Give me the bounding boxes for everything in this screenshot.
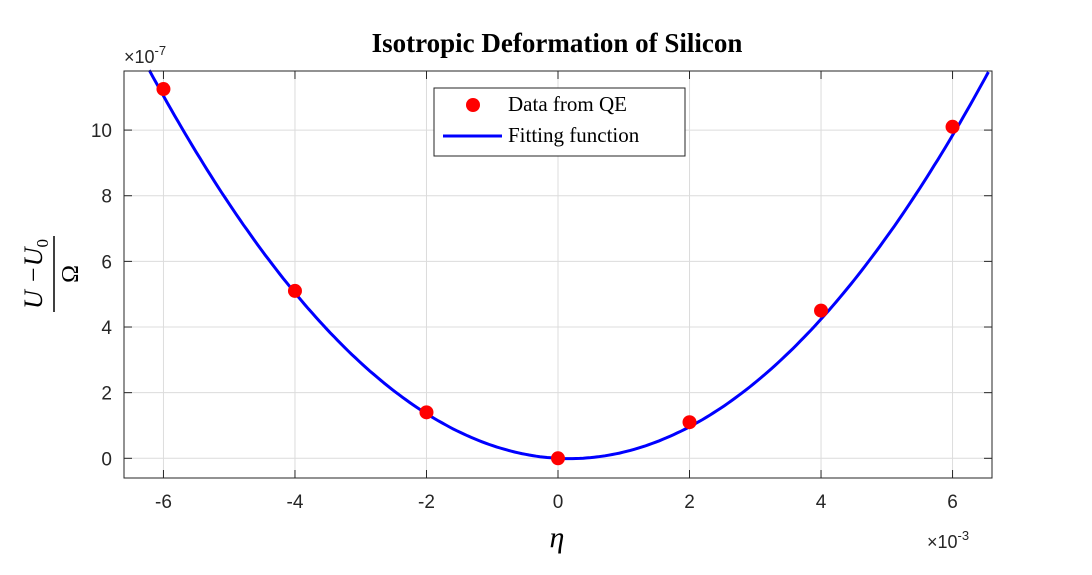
y-axis-ticks: 0 2 4 6 8 10 <box>91 121 992 470</box>
data-point <box>814 303 829 318</box>
data-point <box>551 451 565 466</box>
x-axis-label: η <box>550 521 565 554</box>
x-tick-label: -4 <box>287 492 304 513</box>
x-tick-label: -6 <box>155 492 172 513</box>
y-tick-label: 6 <box>101 252 112 273</box>
y-tick-label: 0 <box>101 449 112 470</box>
legend-marker-data <box>466 98 480 112</box>
x-tick-label: 2 <box>684 492 695 513</box>
y-tick-label: 8 <box>101 187 112 208</box>
chart-title: Isotropic Deformation of Silicon <box>372 28 743 58</box>
data-point <box>419 405 434 420</box>
y-axis-label: U −U0 Ω <box>19 236 84 312</box>
data-markers <box>156 82 960 466</box>
fit-line <box>147 69 990 461</box>
data-point <box>156 82 171 97</box>
data-point <box>945 119 960 134</box>
y-tick-label: 4 <box>101 318 112 339</box>
x-tick-label: 0 <box>553 492 564 513</box>
data-point <box>682 415 697 430</box>
y-exponent-label: ×10-7 <box>124 43 166 67</box>
legend-label-fit: Fitting function <box>508 123 640 147</box>
x-tick-label: 4 <box>816 492 827 513</box>
x-exponent-label: ×10-3 <box>927 528 969 552</box>
y-axis-label-numerator: U −U0 <box>19 239 52 309</box>
x-axis-ticks: -6 -4 -2 0 2 4 6 <box>155 71 958 513</box>
x-tick-label: 6 <box>947 492 958 513</box>
legend: Data from QE Fitting function <box>433 87 686 157</box>
data-point <box>287 283 302 298</box>
y-tick-label: 2 <box>101 384 112 405</box>
fit-line-group <box>147 69 990 461</box>
y-axis-label-denominator: Ω <box>58 265 84 283</box>
x-tick-label: -2 <box>418 492 435 513</box>
legend-label-data: Data from QE <box>508 92 627 116</box>
y-tick-label: 10 <box>91 121 112 142</box>
